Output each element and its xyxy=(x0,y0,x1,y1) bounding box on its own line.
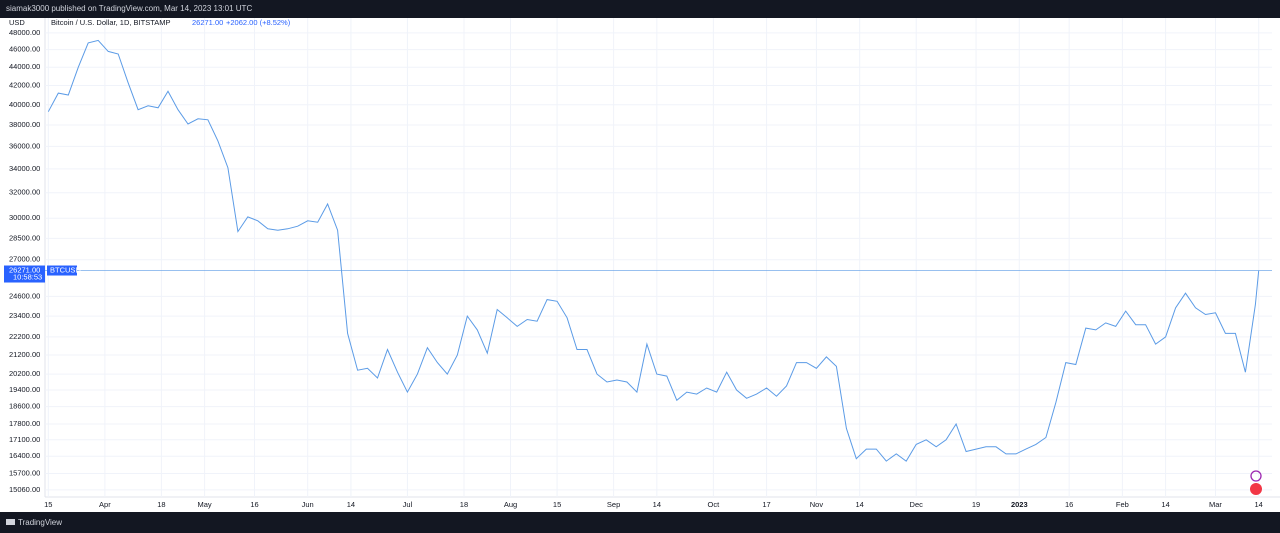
x-tick-label: 18 xyxy=(460,500,468,509)
y-tick-label: 38000.00 xyxy=(9,120,40,129)
y-tick-label: 27000.00 xyxy=(9,255,40,264)
x-tick-label: Aug xyxy=(504,500,517,509)
y-tick-label: 15060.00 xyxy=(9,485,40,494)
x-tick-label: 2023 xyxy=(1011,500,1028,509)
x-tick-label: 16 xyxy=(1065,500,1073,509)
y-tick-label: 24600.00 xyxy=(9,291,40,300)
bottom-bar xyxy=(0,512,1280,533)
x-tick-label: 18 xyxy=(157,500,165,509)
header: siamak3000 published on TradingView.com,… xyxy=(6,4,252,13)
x-tick-label: Mar xyxy=(1209,500,1222,509)
icon xyxy=(1250,483,1262,495)
y-tick-label: 42000.00 xyxy=(9,81,40,90)
price-line xyxy=(47,39,1260,462)
symbol-label: BTCUSD xyxy=(50,266,81,275)
y-axis-label: USD xyxy=(9,18,25,27)
top-bar xyxy=(0,0,1280,18)
y-tick-label: 23400.00 xyxy=(9,311,40,320)
x-tick-label: 14 xyxy=(347,500,355,509)
x-tick-label: 14 xyxy=(1161,500,1169,509)
y-tick-label: 18600.00 xyxy=(9,402,40,411)
x-tick-label: 15 xyxy=(44,500,52,509)
logo xyxy=(6,519,15,525)
legend-change: +2062.00 (+8.52%) xyxy=(226,18,291,27)
icon xyxy=(1250,470,1262,482)
y-tick-label: 22200.00 xyxy=(9,332,40,341)
x-tick-label: 14 xyxy=(653,500,661,509)
x-tick-label: 14 xyxy=(1255,500,1263,509)
footer: TradingView xyxy=(18,518,62,527)
x-tick-label: Sep xyxy=(607,500,620,509)
symbol-box xyxy=(47,265,77,276)
y-tick-label: 44000.00 xyxy=(9,62,40,71)
x-tick-label: Jun xyxy=(302,500,314,509)
y-tick-label: 46000.00 xyxy=(9,45,40,54)
x-tick-label: 14 xyxy=(856,500,864,509)
x-tick-label: Oct xyxy=(708,500,721,509)
x-tick-label: 16 xyxy=(250,500,258,509)
x-tick-label: Nov xyxy=(810,500,824,509)
y-tick-label: 40000.00 xyxy=(9,100,40,109)
y-tick-label: 20200.00 xyxy=(9,369,40,378)
y-tick-label: 21200.00 xyxy=(9,350,40,359)
y-tick-label: 48000.00 xyxy=(9,28,40,37)
y-tick-label: 28500.00 xyxy=(9,233,40,242)
chart-area xyxy=(0,18,1280,512)
y-tick-label: 32000.00 xyxy=(9,188,40,197)
y-tick-label: 17800.00 xyxy=(9,419,40,428)
x-tick-label: May xyxy=(198,500,212,509)
price-label-box xyxy=(4,265,45,283)
x-tick-label: Jul xyxy=(403,500,413,509)
y-tick-label: 16400.00 xyxy=(9,451,40,460)
price-label: 26271.00 xyxy=(9,266,40,275)
legend-price: 26271.00 xyxy=(192,18,223,27)
x-tick-label: 17 xyxy=(762,500,770,509)
chart-title: Bitcoin / U.S. Dollar, 1D, BITSTAMP xyxy=(51,18,170,27)
y-tick-label: 36000.00 xyxy=(9,141,40,150)
x-tick-label: Dec xyxy=(910,500,924,509)
x-tick-label: Apr xyxy=(99,500,111,509)
countdown: 10:58:53 xyxy=(13,273,42,282)
y-tick-label: 15700.00 xyxy=(9,468,40,477)
y-tick-label: 34000.00 xyxy=(9,164,40,173)
x-tick-label: 15 xyxy=(553,500,561,509)
y-tick-label: 30000.00 xyxy=(9,213,40,222)
y-tick-label: 17100.00 xyxy=(9,435,40,444)
x-tick-label: Feb xyxy=(1116,500,1129,509)
y-tick-label: 19400.00 xyxy=(9,385,40,394)
x-tick-label: 19 xyxy=(972,500,980,509)
